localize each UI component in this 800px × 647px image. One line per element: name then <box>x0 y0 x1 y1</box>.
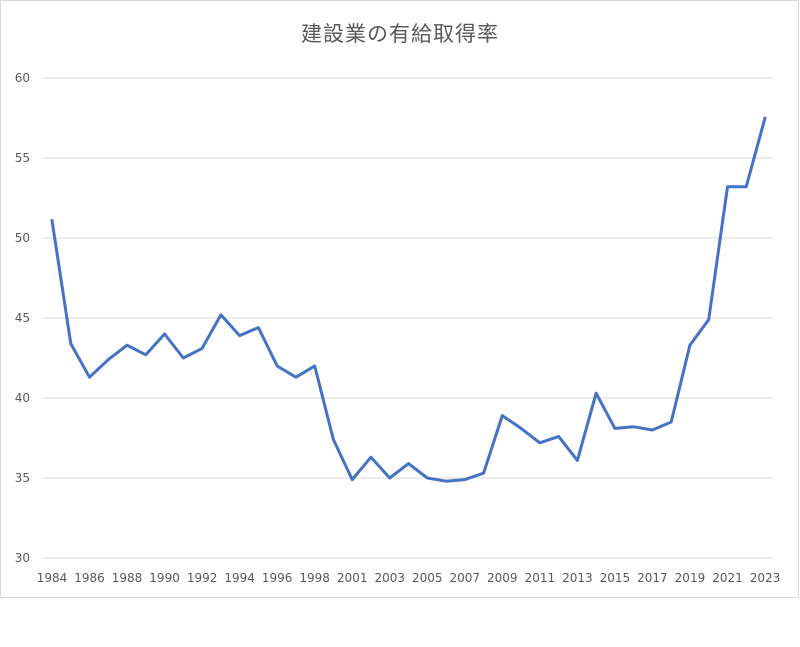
x-tick-label: 1992 <box>187 571 218 585</box>
gridlines <box>42 77 773 559</box>
x-tick-label: 1988 <box>112 571 143 585</box>
x-tick-label: 1998 <box>299 571 330 585</box>
series-lines <box>50 116 767 483</box>
x-tick-label: 2013 <box>562 571 593 585</box>
y-tick-label: 45 <box>15 311 30 325</box>
y-tick-label: 30 <box>15 551 30 565</box>
x-tick-label: 1986 <box>74 571 105 585</box>
x-tick-label: 2001 <box>337 571 368 585</box>
chart-title: 建設業の有給取得率 <box>301 22 499 46</box>
y-tick-label: 60 <box>15 71 30 85</box>
y-tick-label: 35 <box>15 471 30 485</box>
x-tick-label: 2023 <box>750 571 781 585</box>
y-axis-ticks: 30 35 40 45 50 55 60 <box>15 71 30 565</box>
y-tick-label: 50 <box>15 231 30 245</box>
x-tick-label: 2019 <box>675 571 706 585</box>
x-tick-label: 2003 <box>374 571 405 585</box>
y-tick-label: 40 <box>15 391 30 405</box>
x-tick-label: 2009 <box>487 571 518 585</box>
x-tick-label: 2021 <box>712 571 743 585</box>
x-axis-ticks: 1984 1986 1988 1990 1992 1994 1996 1998 2001 2003… <box>37 571 781 585</box>
series-line-0 <box>50 116 767 483</box>
x-tick-label: 2017 <box>637 571 668 585</box>
x-tick-label: 2015 <box>600 571 631 585</box>
x-tick-label: 2007 <box>450 571 481 585</box>
x-tick-label: 1990 <box>149 571 180 585</box>
y-tick-label: 55 <box>15 151 30 165</box>
x-tick-label: 1994 <box>224 571 255 585</box>
chart-frame <box>0 0 799 598</box>
x-tick-label: 1984 <box>37 571 68 585</box>
x-tick-label: 1996 <box>262 571 293 585</box>
x-tick-label: 2011 <box>525 571 556 585</box>
x-tick-label: 2005 <box>412 571 443 585</box>
